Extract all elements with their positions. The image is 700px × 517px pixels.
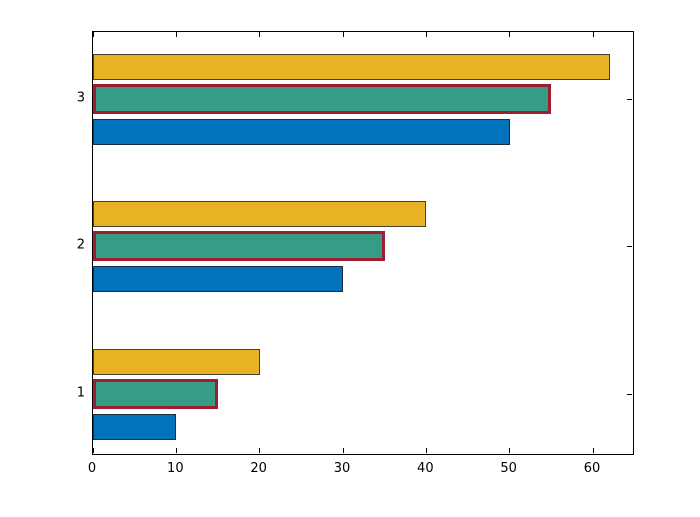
y-tick-label: 1 bbox=[76, 385, 85, 401]
x-tick-label: 40 bbox=[417, 461, 434, 476]
y-tick-right bbox=[627, 393, 633, 395]
x-tick-bottom bbox=[425, 448, 428, 454]
blue-bottom-bar bbox=[93, 414, 177, 440]
x-tick-top bbox=[342, 32, 344, 37]
x-tick-top bbox=[509, 32, 511, 37]
x-tick-label: 50 bbox=[500, 461, 517, 476]
green-middle-bar bbox=[93, 379, 218, 409]
x-tick-bottom bbox=[92, 448, 94, 454]
yellow-top-bar bbox=[93, 201, 427, 227]
x-tick-top bbox=[175, 32, 178, 37]
green-middle-bar bbox=[93, 84, 552, 114]
x-tick-label: 10 bbox=[167, 461, 184, 476]
x-tick-top bbox=[259, 32, 261, 37]
x-tick-top bbox=[425, 32, 428, 37]
x-tick-bottom bbox=[509, 448, 511, 454]
x-tick-bottom bbox=[592, 448, 594, 454]
yellow-top-bar bbox=[93, 349, 260, 375]
y-tick-label: 2 bbox=[76, 237, 85, 253]
plot-area bbox=[92, 31, 634, 455]
x-tick-label: 30 bbox=[333, 461, 351, 476]
x-tick-bottom bbox=[342, 448, 344, 454]
x-tick-top bbox=[92, 32, 94, 37]
x-tick-bottom bbox=[259, 448, 261, 454]
y-tick-right bbox=[627, 98, 633, 100]
x-tick-top bbox=[592, 32, 594, 37]
blue-bottom-bar bbox=[93, 119, 510, 145]
y-tick-right bbox=[627, 245, 633, 247]
x-tick-label: 20 bbox=[250, 461, 267, 476]
y-tick-label: 3 bbox=[76, 90, 85, 106]
x-tick-label: 0 bbox=[87, 461, 97, 476]
x-tick-label: 60 bbox=[583, 461, 601, 476]
x-tick-bottom bbox=[175, 448, 178, 454]
blue-bottom-bar bbox=[93, 266, 343, 292]
yellow-top-bar bbox=[93, 54, 610, 80]
green-middle-bar bbox=[93, 231, 385, 261]
